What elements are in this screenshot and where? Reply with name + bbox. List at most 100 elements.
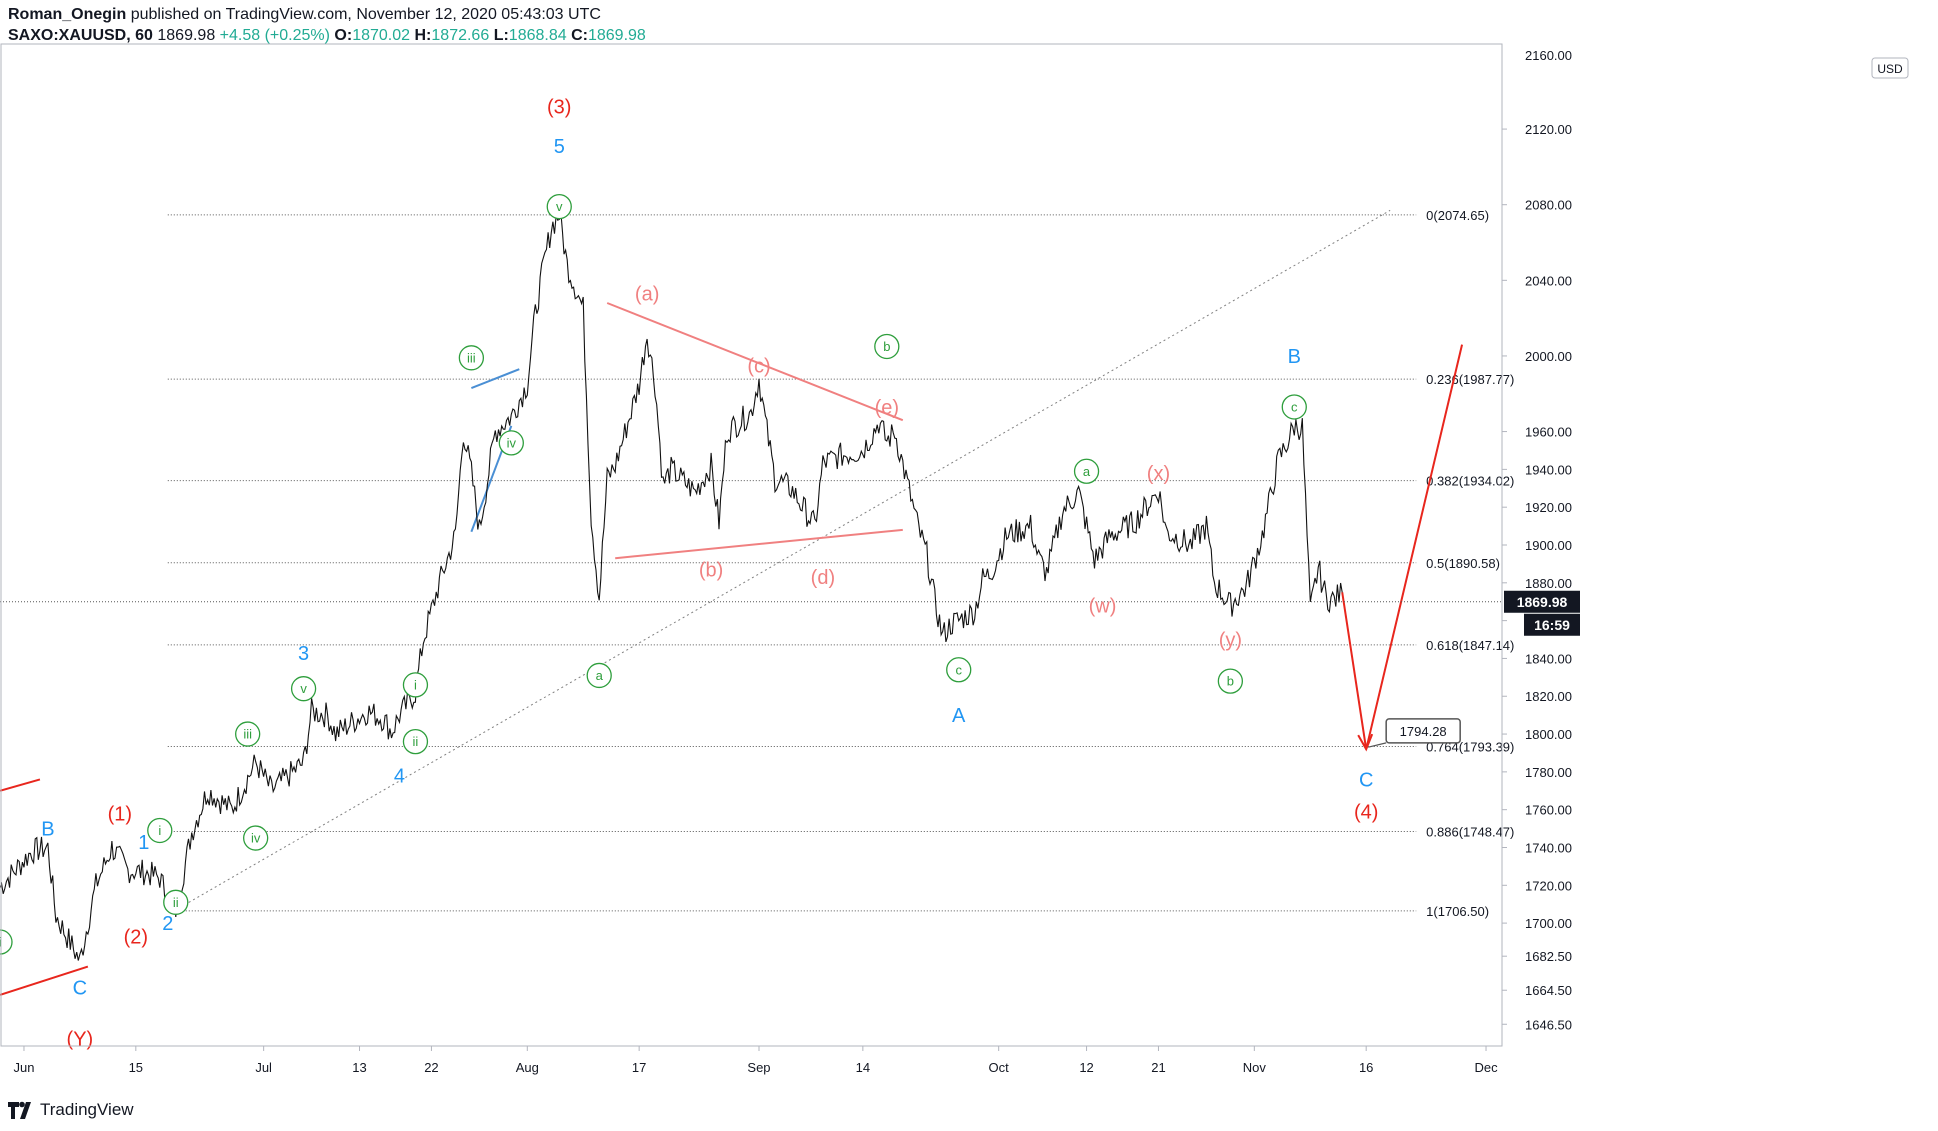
- wave-label: (2): [124, 926, 148, 948]
- wave-label: A: [952, 705, 966, 727]
- fib-level-label: 0.618(1847.14): [1426, 638, 1514, 653]
- wave-label: (1): [108, 803, 132, 825]
- y-tick-label: 2000.00: [1525, 349, 1572, 364]
- y-tick-label: 1664.50: [1525, 983, 1572, 998]
- open-label: O:: [334, 27, 353, 44]
- open-value: 1870.02: [352, 27, 411, 44]
- wave-label: b: [1227, 674, 1234, 689]
- y-tick-label: 1760.00: [1525, 803, 1572, 818]
- triangle-upper[interactable]: [606, 302, 904, 422]
- fibonacci-retracement[interactable]: 0(2074.65) 0.236(1987.77) 0.382(1934.02) 0.…: [167, 208, 1515, 919]
- wave-label-circle: [458, 345, 485, 371]
- wave-label: (3): [547, 96, 571, 118]
- publish-info: published on TradingView.com, November 1…: [130, 6, 601, 23]
- y-tick-label: 2040.00: [1525, 273, 1572, 288]
- close-label: C:: [571, 27, 588, 44]
- wave-label: i: [414, 677, 417, 692]
- currency-badge[interactable]: [1871, 57, 1909, 79]
- tradingview-logo-icon[interactable]: [6, 1099, 34, 1121]
- fib-level-label: 0.5(1890.58): [1426, 556, 1500, 571]
- wave-label: v: [300, 681, 307, 696]
- wave-label: (w): [1089, 595, 1117, 617]
- x-tick-label: Jun: [13, 1060, 34, 1075]
- x-tick-label: 13: [352, 1060, 366, 1075]
- wave-labels: (3)5viiiiva(a)(b)(c)(d)(e)bcAa(w)(x)(y)b…: [0, 96, 1378, 1050]
- current-price-tag: [1504, 590, 1580, 613]
- y-tick-label: 1960.00: [1525, 425, 1572, 440]
- wave-label: iv: [507, 435, 517, 450]
- target-price-box[interactable]: [1385, 718, 1461, 744]
- wave-label-circle: [498, 430, 524, 456]
- publish-line: Roman_Onegin published on TradingView.co…: [8, 4, 646, 25]
- projection-up[interactable]: [1365, 344, 1464, 750]
- wave-label-circle: [946, 657, 972, 683]
- wave-label-circle: [0, 929, 13, 955]
- footer-brand[interactable]: TradingView: [40, 1100, 134, 1119]
- y-tick-label: 2120.00: [1525, 122, 1572, 137]
- wave-label: a: [1083, 464, 1091, 479]
- target-price-pointer: [1368, 742, 1387, 748]
- current-price-tag-label: 1869.98: [1517, 594, 1568, 610]
- author-name[interactable]: Roman_Onegin: [8, 6, 127, 23]
- wave-label: 5: [554, 136, 565, 158]
- price-change: +4.58 (+0.25%): [219, 27, 330, 44]
- fib-level-label: 0(2074.65): [1426, 208, 1489, 223]
- wave-label: B: [41, 819, 54, 841]
- x-tick-label: 15: [129, 1060, 143, 1075]
- y-tick-label: 1700.00: [1525, 916, 1572, 931]
- wave-label: iv: [251, 831, 261, 846]
- wave-label: ii: [413, 734, 419, 749]
- wave-label: (y): [1219, 630, 1242, 652]
- wave-label: c: [955, 662, 962, 677]
- y-tick-label: 1740.00: [1525, 840, 1572, 855]
- axes[interactable]: 2120.00 2080.00 2040.00 2000.00 1960.00 1940.…: [0, 43, 1909, 1075]
- wave-label: (Y): [67, 1028, 94, 1050]
- x-tick-label: Jul: [255, 1060, 272, 1075]
- wave-label: (4): [1354, 802, 1378, 824]
- triangle-lower[interactable]: [615, 528, 903, 560]
- channel-lower[interactable]: [0, 965, 89, 996]
- symbol-label[interactable]: SAXO:XAUUSD, 60: [8, 27, 153, 44]
- channel-upper[interactable]: [0, 778, 41, 792]
- y-tick-label: 1820.00: [1525, 689, 1572, 704]
- wave-label: (b): [699, 560, 723, 582]
- wave-label-circle: [1281, 394, 1307, 420]
- chart-header: Roman_Onegin published on TradingView.co…: [8, 4, 646, 46]
- fib-level-label: 0.236(1987.77): [1426, 372, 1514, 387]
- projection-arrowhead: [1357, 733, 1374, 752]
- wave-label-circle: [243, 825, 269, 851]
- price-line: [0, 212, 1343, 961]
- high-value: 1872.66: [431, 27, 490, 44]
- y-tick-label: 1920.00: [1525, 500, 1572, 515]
- wave-label-circle: [235, 721, 261, 747]
- wave-label: C: [73, 977, 87, 999]
- close-value: 1869.98: [587, 27, 646, 44]
- currency-badge-label: USD: [1877, 62, 1903, 76]
- x-tick-label: 21: [1151, 1060, 1165, 1075]
- wave-label-circle: [546, 193, 572, 220]
- trendlines[interactable]: 1794.28: [0, 209, 1464, 996]
- wave-label-circle: [402, 672, 429, 698]
- wave-label-circle: [1073, 458, 1100, 484]
- long-dotted-trendline[interactable]: [175, 209, 1391, 911]
- y-tick-label: 1900.00: [1525, 538, 1572, 553]
- x-tick-label: 14: [856, 1060, 870, 1075]
- wave-label-circle: [586, 662, 612, 689]
- wave-label: v: [556, 199, 563, 214]
- wedge-upper[interactable]: [471, 368, 520, 390]
- x-tick-label: 22: [424, 1060, 438, 1075]
- footer: TradingView: [6, 1099, 134, 1121]
- wave-label-circle: [874, 333, 900, 360]
- wave-label: B: [1288, 346, 1301, 368]
- wave-label: 1: [138, 832, 149, 854]
- wave-label: (a): [635, 284, 659, 306]
- wave-label-circle: [290, 676, 317, 702]
- projection-down[interactable]: [1341, 592, 1368, 750]
- wave-label-circle: [1217, 668, 1244, 694]
- wave-label: c: [1291, 399, 1298, 414]
- wave-label: 4: [394, 766, 405, 788]
- price-series: [0, 212, 1502, 961]
- wave-label: b: [883, 339, 890, 354]
- fib-level-label: 0.382(1934.02): [1426, 474, 1514, 489]
